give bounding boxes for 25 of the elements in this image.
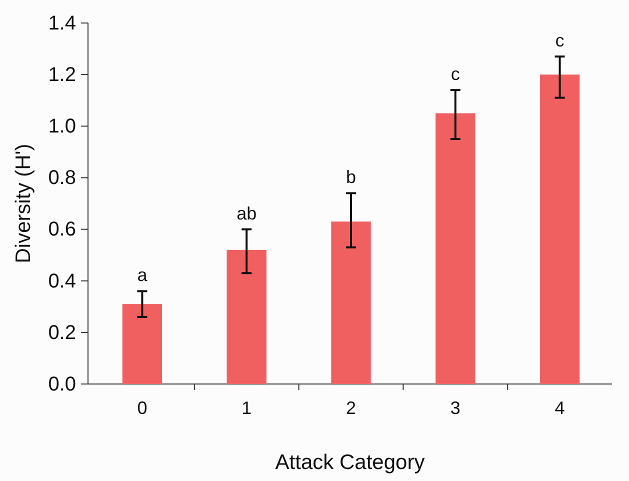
y-tick-label: 1.0: [48, 116, 76, 138]
bar: [122, 304, 162, 384]
y-tick-label: 1.4: [48, 12, 76, 34]
y-tick-label: 0.2: [48, 322, 76, 344]
y-tick-label: 0.6: [48, 218, 76, 241]
y-tick-label: 0.4: [48, 270, 76, 292]
annotation: c: [555, 30, 564, 51]
y-axis-title: Diversity (H'): [12, 144, 35, 264]
annotation: c: [450, 64, 460, 84]
bar: [436, 113, 476, 384]
x-tick-label: 4: [554, 398, 565, 418]
annotation: b: [346, 167, 356, 188]
x-axis-title: Attack Category: [275, 451, 426, 474]
y-tick-label: 1.2: [48, 64, 76, 86]
x-tick-label: 0: [137, 398, 148, 418]
x-tick-label: 1: [242, 398, 252, 418]
bar: [540, 74, 580, 384]
bar: [331, 222, 371, 384]
y-tick-label: 0.0: [48, 373, 76, 396]
bar: [226, 250, 266, 384]
x-tick-label: 3: [450, 398, 460, 418]
annotation: a: [137, 265, 148, 286]
x-tick-label: 2: [346, 398, 356, 418]
annotation: ab: [236, 203, 257, 224]
y-tick-label: 0.8: [48, 167, 76, 190]
